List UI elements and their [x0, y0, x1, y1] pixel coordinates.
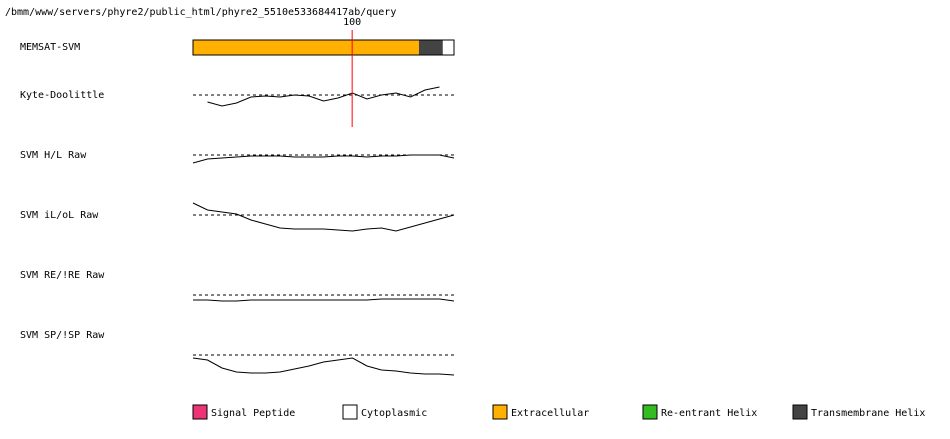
trace	[207, 86, 440, 107]
legend-label: Extracellular	[511, 408, 589, 419]
legend-swatch	[642, 404, 658, 420]
segment	[442, 40, 454, 55]
legend-label: Transmembrane Helix	[811, 408, 925, 419]
legend-swatch	[192, 404, 208, 420]
trace	[192, 202, 455, 232]
track-label: SVM H/L Raw	[20, 150, 87, 161]
segment-border	[192, 39, 455, 56]
track-label: SVM iL/oL Raw	[20, 210, 99, 221]
trace	[192, 154, 455, 164]
segment	[418, 40, 443, 55]
chart-title: /bmm/www/servers/phyre2/public_html/phyr…	[5, 7, 396, 18]
legend-swatch	[792, 404, 808, 420]
segment	[193, 40, 419, 55]
legend-swatch	[342, 404, 358, 420]
track-label: Kyte-Doolittle	[20, 90, 104, 101]
track-label: SVM SP/!SP Raw	[20, 330, 105, 341]
track-label: MEMSAT-SVM	[20, 42, 80, 53]
trace	[193, 298, 455, 302]
legend-label: Signal Peptide	[211, 408, 295, 419]
legend-swatch	[492, 404, 508, 420]
legend-label: Re-entrant Helix	[661, 408, 757, 419]
marker-label: 100	[343, 17, 361, 28]
legend-label: Cytoplasmic	[361, 408, 427, 419]
trace	[192, 357, 455, 376]
track-label: SVM RE/!RE Raw	[20, 270, 105, 281]
